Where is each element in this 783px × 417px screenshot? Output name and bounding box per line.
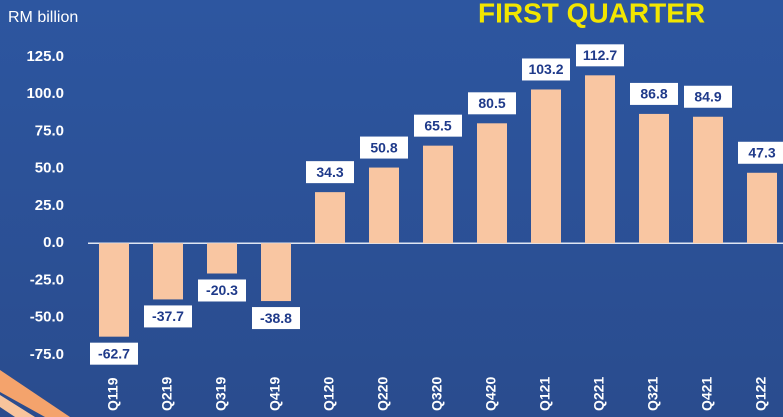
value-label-box xyxy=(684,85,732,108)
bar xyxy=(423,145,453,244)
value-label-box xyxy=(252,307,300,330)
x-tick-label: Q419 xyxy=(267,377,283,411)
bar xyxy=(585,75,615,244)
bar xyxy=(153,243,183,300)
y-tick-label: 75.0 xyxy=(35,122,64,139)
value-label-box xyxy=(522,58,570,81)
value-label: 50.8 xyxy=(370,139,397,155)
value-label: -20.3 xyxy=(206,282,238,298)
value-label: 47.3 xyxy=(748,144,775,160)
bar xyxy=(99,243,129,337)
bar xyxy=(639,113,669,244)
y-tick-label: 25.0 xyxy=(35,197,64,214)
y-tick-label: 50.0 xyxy=(35,160,64,177)
x-tick-label: Q221 xyxy=(591,377,607,411)
x-tick-label: Q319 xyxy=(213,377,229,411)
value-label: 84.9 xyxy=(694,88,721,104)
value-label: -37.7 xyxy=(152,308,184,324)
x-tick-label: Q120 xyxy=(321,377,337,411)
value-label-box xyxy=(144,305,192,328)
value-label-box xyxy=(198,279,246,302)
y-tick-label: -75.0 xyxy=(30,346,64,363)
value-label-box xyxy=(738,141,783,164)
chart-title: FIRST QUARTER xyxy=(478,0,705,28)
value-label-box xyxy=(414,114,462,137)
y-axis-label: RM billion xyxy=(8,9,78,26)
bar xyxy=(477,123,507,244)
value-label-box xyxy=(306,161,354,184)
y-tick-label: 0.0 xyxy=(43,234,64,251)
x-tick-label: Q122 xyxy=(753,377,769,411)
value-label: -38.8 xyxy=(260,310,292,326)
value-label-box xyxy=(576,44,624,67)
bar xyxy=(261,243,291,302)
bar xyxy=(207,243,237,274)
bar xyxy=(369,167,399,244)
value-label: 80.5 xyxy=(478,95,505,111)
value-label-box xyxy=(90,342,138,365)
bar xyxy=(315,192,345,244)
value-label: 65.5 xyxy=(424,117,451,133)
decor-stripe xyxy=(0,370,70,417)
value-label-box xyxy=(360,136,408,159)
x-tick-label: Q320 xyxy=(429,377,445,411)
bar xyxy=(531,89,561,244)
x-tick-label: Q421 xyxy=(699,377,715,411)
y-tick-label: -50.0 xyxy=(30,309,64,326)
bar xyxy=(693,116,723,244)
x-tick-label: Q219 xyxy=(159,377,175,411)
value-label-box xyxy=(630,82,678,105)
x-tick-label: Q420 xyxy=(483,377,499,411)
value-label-box xyxy=(468,92,516,115)
y-tick-label: -25.0 xyxy=(30,271,64,288)
y-tick-label: 125.0 xyxy=(26,48,64,65)
value-label: 103.2 xyxy=(528,61,563,77)
value-label: 86.8 xyxy=(640,86,667,102)
y-tick-label: 100.0 xyxy=(26,85,64,102)
value-label: 112.7 xyxy=(583,47,617,63)
x-tick-label: Q220 xyxy=(375,377,391,411)
x-tick-label: Q321 xyxy=(645,377,661,411)
bar xyxy=(747,172,777,244)
value-label: 34.3 xyxy=(316,164,343,180)
value-label: -62.7 xyxy=(98,345,130,361)
x-tick-label: Q121 xyxy=(537,377,553,411)
decor-stripe xyxy=(0,395,35,417)
x-tick-label: Q119 xyxy=(105,377,121,411)
